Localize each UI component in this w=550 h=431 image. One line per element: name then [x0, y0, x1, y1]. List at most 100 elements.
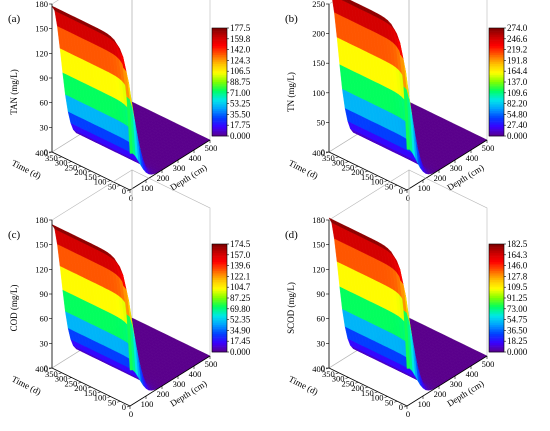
colorbar-step: [489, 92, 504, 95]
colorbar-tick-label: 159.8: [230, 34, 251, 44]
colorbar-tick-label: 142.0: [230, 45, 251, 55]
colorbar-step: [489, 289, 504, 292]
colorbar-step: [212, 103, 227, 106]
colorbar-step: [212, 321, 227, 324]
colorbar-step: [212, 290, 227, 293]
colorbar-step: [489, 271, 504, 274]
colorbar-step: [212, 298, 227, 301]
colorbar-tick-label: 182.5: [507, 239, 528, 249]
x-tick-label: 50: [108, 181, 117, 191]
x-tick-label: 200: [74, 167, 87, 177]
z-tick-label: 100: [312, 88, 325, 98]
colorbar-step: [212, 67, 227, 70]
colorbar-step: [212, 280, 227, 283]
colorbar-step: [212, 301, 227, 304]
z-tick-label: 150: [312, 240, 325, 250]
y-tick-label: 0: [129, 409, 133, 419]
colorbar-step: [489, 82, 504, 85]
z-axis-title: COD (mg/L): [9, 285, 19, 332]
colorbar-step: [212, 269, 227, 272]
colorbar-tick-label: 82.20: [507, 99, 528, 109]
z-tick-label: 90: [40, 73, 49, 83]
colorbar-tick-label: 53.25: [230, 99, 251, 109]
colorbar-step: [212, 118, 227, 121]
z-tick-label: 150: [35, 24, 48, 34]
colorbar-step: [212, 28, 227, 31]
colorbar-step: [212, 109, 227, 112]
z-tick-label: 120: [35, 264, 48, 274]
colorbar-tick-label: 109.6: [507, 88, 528, 98]
colorbar-tick-label: 34.90: [230, 325, 251, 335]
y-tick-label: 200: [157, 389, 170, 399]
colorbar-step: [489, 69, 504, 72]
colorbar-step: [212, 346, 227, 349]
colorbar-step: [489, 110, 504, 113]
colorbar-step: [489, 80, 504, 83]
surface-cell: [403, 86, 410, 150]
chart-panel-3: 0501001502002503003504000100200300400500…: [285, 169, 528, 419]
x-tick: [68, 377, 72, 379]
colorbar-step: [212, 332, 227, 335]
colorbar-tick-label: 69.80: [230, 304, 251, 314]
colorbar-step: [212, 87, 227, 90]
colorbar-step: [489, 28, 504, 31]
colorbar-step: [212, 85, 227, 88]
colorbar-step: [489, 344, 504, 347]
colorbar-step: [212, 92, 227, 95]
x-tick: [384, 180, 388, 182]
colorbar-step: [489, 114, 504, 117]
z-tick-label: 250: [312, 0, 325, 9]
colorbar-step: [212, 33, 227, 36]
x-tick-label: 200: [74, 383, 87, 393]
colorbar-step: [489, 317, 504, 320]
colorbar-tick-label: 177.5: [230, 23, 251, 33]
colorbar-step: [212, 335, 227, 338]
x-tick-label: 250: [65, 378, 78, 388]
colorbar-step: [212, 76, 227, 79]
colorbar-step: [489, 109, 504, 112]
colorbar-step: [489, 312, 504, 315]
colorbar-step: [489, 332, 504, 335]
colorbar-step: [489, 260, 504, 263]
colorbar-step: [212, 71, 227, 74]
surface: [328, 217, 488, 391]
y-tick-label: 300: [173, 379, 186, 389]
x-tick: [394, 400, 398, 403]
colorbar-step: [212, 328, 227, 331]
colorbar-step: [212, 44, 227, 47]
x-tick-label: 350: [45, 369, 58, 379]
y-tick-label: 300: [450, 163, 463, 173]
colorbar-step: [212, 94, 227, 97]
colorbar-step: [212, 256, 227, 259]
colorbar-step: [212, 132, 227, 135]
colorbar-step: [212, 258, 227, 261]
colorbar-step: [212, 307, 227, 310]
colorbar-step: [212, 296, 227, 299]
colorbar-step: [489, 33, 504, 36]
chart-panel-1: 0501001502002503003504000100200300400500…: [285, 0, 528, 203]
colorbar-step: [489, 47, 504, 50]
colorbar-step: [489, 281, 504, 284]
colorbar-tick-label: 191.8: [507, 55, 528, 65]
x-tick: [345, 161, 349, 163]
colorbar-step: [212, 343, 227, 346]
colorbar-step: [212, 128, 227, 131]
z-axis-title: TAN (mg/L): [9, 69, 19, 115]
colorbar-step: [212, 58, 227, 61]
colorbar-step: [212, 325, 227, 328]
colorbar-step: [212, 249, 227, 252]
x-tick: [345, 377, 349, 379]
colorbar-step: [489, 299, 504, 302]
colorbar-step: [212, 46, 227, 49]
colorbar-step: [212, 262, 227, 265]
colorbar-step: [212, 283, 227, 286]
colorbar-step: [489, 42, 504, 45]
colorbar-tick-label: 18.25: [507, 336, 528, 346]
x-tick-label: 0: [399, 186, 403, 196]
colorbar-step: [489, 132, 504, 135]
colorbar-step: [489, 58, 504, 61]
surface: [332, 0, 488, 175]
colorbar-step: [489, 280, 504, 283]
colorbar-step: [489, 125, 504, 128]
